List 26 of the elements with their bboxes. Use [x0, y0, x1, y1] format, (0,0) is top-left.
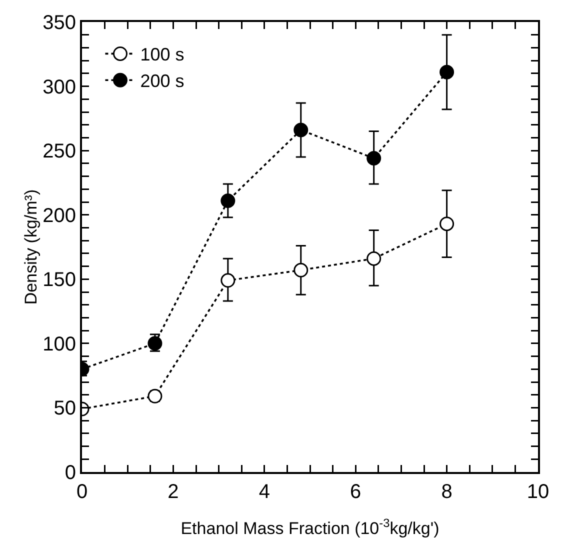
x-tick-label: 6 — [350, 481, 362, 503]
point — [366, 151, 382, 166]
point — [220, 273, 236, 288]
y-tick-label: 50 — [54, 398, 76, 420]
y-tick-label: 0 — [64, 462, 76, 484]
y-tick-label: 200 — [42, 204, 76, 227]
legend-label: 200 s — [140, 71, 184, 92]
point — [366, 251, 382, 266]
point — [220, 193, 236, 208]
x-axis-title: Ethanol Mass Fraction (10$^{-3}$kg/kg') — [180, 516, 440, 538]
y-tick-label: 100 — [42, 333, 76, 356]
point — [440, 216, 454, 232]
y-tick-label: 250 — [42, 140, 76, 163]
x-tick-label: 8 — [441, 481, 452, 503]
point — [294, 262, 308, 278]
point — [440, 64, 454, 80]
y-axis-title: Density (kg/m³) — [22, 189, 41, 305]
y-tick-label: 150 — [42, 269, 76, 292]
point — [294, 122, 308, 138]
y-tick-label: 350 — [42, 12, 76, 34]
legend-label: 100 s — [140, 44, 184, 65]
x-tick-label: 2 — [168, 481, 179, 503]
x-tick-label: 10 — [526, 481, 550, 503]
y-tick-label: 300 — [42, 76, 76, 98]
point — [148, 336, 162, 351]
x-tick-label: 4 — [258, 481, 270, 503]
